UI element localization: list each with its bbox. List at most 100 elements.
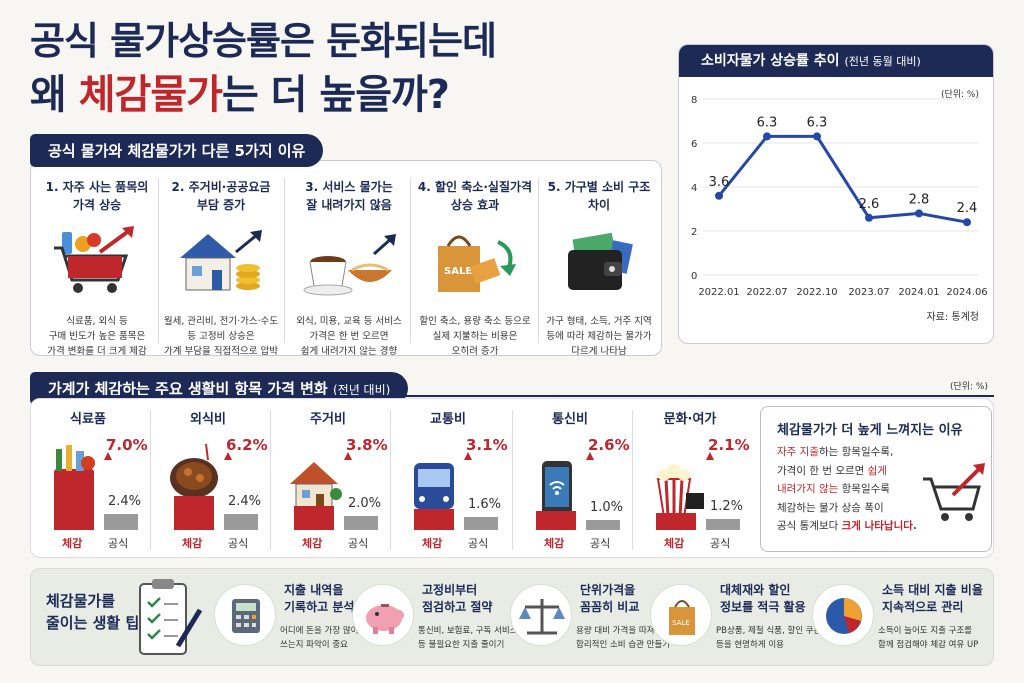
felt-bar bbox=[294, 506, 334, 530]
reason-5: 5. 가구별 소비 구조 차이 가구 형태, 소득, 거주 지역 등에 따라 체감하… bbox=[540, 178, 658, 359]
tip-title: 대체재와 할인 정보를 적극 활용 bbox=[720, 583, 806, 614]
official-label: 공식 bbox=[348, 537, 369, 550]
title-line-2: 왜 체감물가는 더 높을까? bbox=[30, 72, 450, 118]
up-arrow-icon bbox=[464, 452, 472, 460]
official-label: 공식 bbox=[710, 537, 731, 550]
official-value: 2.4% bbox=[108, 493, 142, 509]
x-tick-label: 2022.01 bbox=[698, 287, 739, 298]
up-arrow-icon bbox=[344, 452, 352, 460]
official-bar bbox=[344, 515, 378, 530]
reason-1: 1. 자주 사는 품목의 가격 상승 식료품, 외식 등 구매 빈도가 높은 품목은… bbox=[38, 178, 156, 359]
chart-source: 자료: 통계청 bbox=[926, 312, 979, 323]
data-label: 2.8 bbox=[909, 192, 930, 207]
line-chart-svg: 0 2 4 6 8 3.6 2022.01 6.3 2022.07 6.3 2022.10 2.6 20… bbox=[691, 95, 988, 298]
data-label: 2.4 bbox=[957, 201, 978, 216]
bus-icon bbox=[414, 462, 454, 515]
series-line bbox=[717, 134, 968, 224]
title-line-1: 공식 물가상승률은 둔화되는데 bbox=[30, 19, 497, 63]
item-title: 외식비 bbox=[190, 412, 226, 427]
smartphone-icon bbox=[542, 461, 572, 516]
scale-icon bbox=[510, 584, 572, 646]
divider bbox=[538, 178, 539, 343]
up-arrow-icon bbox=[104, 452, 112, 460]
felt-bar bbox=[54, 492, 94, 530]
coffee-noodles-icon bbox=[290, 222, 408, 306]
wallet-icon bbox=[540, 222, 658, 306]
official-bar bbox=[104, 513, 138, 530]
data-point bbox=[865, 213, 873, 222]
reason-title: 3. 서비스 물가는 잘 내려가지 않음 bbox=[305, 180, 393, 212]
reason-4: 4. 할인 축소·실질가격 상승 효과 SALE 할인 축소, 용량 축소 등으로… bbox=[417, 180, 533, 357]
clipboard-icon bbox=[139, 579, 203, 655]
title-highlight: 체감물가 bbox=[78, 72, 223, 118]
divider bbox=[284, 178, 285, 343]
item-title: 식료품 bbox=[70, 412, 106, 427]
data-label: 2.6 bbox=[859, 197, 880, 212]
reason-title: 2. 주거비·공공요금 부담 증가 bbox=[171, 180, 271, 212]
official-label: 공식 bbox=[590, 537, 611, 550]
data-label: 3.6 bbox=[709, 175, 730, 190]
data-label: 6.3 bbox=[757, 115, 778, 130]
y-tick-label: 2 bbox=[691, 227, 697, 238]
cart-arrow-icon bbox=[923, 463, 985, 521]
x-tick-label: 2024.01 bbox=[898, 287, 939, 298]
tip-title: 지출 내역을 기록하고 분석 bbox=[284, 583, 355, 614]
items-rule bbox=[30, 395, 994, 397]
felt-bar bbox=[656, 513, 696, 530]
felt-label: 체감 bbox=[422, 537, 443, 550]
official-bar bbox=[586, 519, 620, 530]
official-bar bbox=[464, 517, 498, 530]
tip-title: 고정비부터 점검하고 절약 bbox=[422, 583, 493, 614]
x-tick-label: 2024.06 bbox=[946, 287, 987, 298]
divider bbox=[410, 178, 411, 343]
felt-value: 3.1% bbox=[466, 436, 508, 454]
reasons-header: 공식 물가와 체감물가가 다른 5가지 이유 bbox=[30, 134, 324, 167]
data-point bbox=[963, 218, 971, 227]
item-title: 문화·여가 bbox=[663, 412, 717, 427]
chart-unit: (단위: %) bbox=[940, 90, 979, 100]
felt-label: 체감 bbox=[544, 537, 565, 550]
calculator-icon bbox=[214, 584, 276, 646]
official-value: 2.0% bbox=[348, 495, 382, 511]
tip-title: 소득 대비 지출 비율 지속적으로 관리 bbox=[882, 583, 983, 614]
felt-value: 6.2% bbox=[226, 436, 268, 454]
data-point bbox=[715, 191, 723, 200]
tip-body: 용량 대비 가격을 따져 합리적인 소비 습관 만들기 bbox=[576, 626, 671, 650]
official-label: 공식 bbox=[468, 537, 489, 550]
felt-bar bbox=[536, 511, 576, 530]
official-value: 1.0% bbox=[590, 499, 624, 515]
reasons-panel bbox=[30, 160, 662, 356]
item-title: 통신비 bbox=[552, 412, 588, 427]
official-label: 공식 bbox=[228, 537, 249, 550]
chart-header: 소비자물가 상승률 추이 (전년 동월 대비) bbox=[679, 45, 993, 77]
house-coins-icon bbox=[162, 222, 280, 306]
reason-3: 3. 서비스 물가는 잘 내려가지 않음 외식, 미용, 교육 등 서비스 가격은 … bbox=[290, 178, 408, 359]
inflation-chart: 소비자물가 상승률 추이 (전년 동월 대비) (단위: %) 0 2 4 6 8 3.6… bbox=[678, 44, 994, 344]
reason-title: 5. 가구별 소비 구조 차이 bbox=[547, 180, 651, 212]
official-bar bbox=[224, 513, 258, 530]
svg-text:SALE: SALE bbox=[444, 266, 472, 277]
divider bbox=[390, 410, 391, 550]
official-label: 공식 bbox=[108, 537, 129, 550]
reason-title: 1. 자주 사는 품목의 가격 상승 bbox=[45, 180, 149, 212]
data-point bbox=[813, 132, 821, 141]
item-title: 교통비 bbox=[430, 412, 466, 427]
official-value: 1.6% bbox=[468, 497, 502, 513]
felt-label: 체감 bbox=[302, 537, 323, 550]
stew-bowl-icon bbox=[170, 443, 218, 498]
felt-label: 체감 bbox=[664, 537, 685, 550]
popcorn-icon bbox=[656, 464, 704, 519]
pie-chart-icon bbox=[812, 584, 874, 646]
divider bbox=[150, 410, 151, 550]
tip-body: 통신비, 보험료, 구독 서비스 등 불필요한 지출 줄이기 bbox=[418, 626, 518, 650]
reason-title: 4. 할인 축소·실질가격 상승 효과 bbox=[417, 180, 533, 212]
y-tick-label: 6 bbox=[691, 139, 697, 150]
felt-label: 체감 bbox=[62, 537, 83, 550]
divider bbox=[632, 410, 633, 550]
house-icon bbox=[290, 462, 342, 511]
up-arrow-icon bbox=[706, 452, 714, 460]
x-tick-label: 2022.07 bbox=[746, 287, 787, 298]
y-tick-label: 4 bbox=[691, 183, 697, 194]
why-box: 체감물가가 더 높게 느껴지는 이유 자주 지출하는 항목일수록, 가격이 한 … bbox=[760, 406, 992, 552]
official-value: 2.4% bbox=[228, 493, 262, 509]
